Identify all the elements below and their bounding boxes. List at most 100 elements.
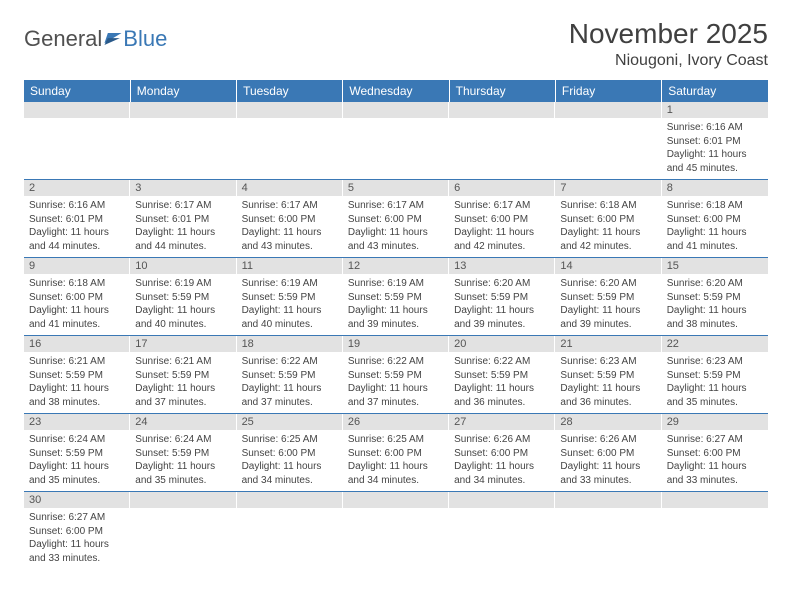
day-body: Sunrise: 6:25 AMSunset: 6:00 PMDaylight:… <box>237 430 343 491</box>
day-number: 26 <box>343 414 449 430</box>
sunset-text: Sunset: 6:00 PM <box>667 213 763 227</box>
calendar-cell: 6Sunrise: 6:17 AMSunset: 6:00 PMDaylight… <box>449 180 555 258</box>
day-number: 12 <box>343 258 449 274</box>
day-number: 22 <box>662 336 768 352</box>
calendar-cell: 14Sunrise: 6:20 AMSunset: 5:59 PMDayligh… <box>555 258 661 336</box>
sunrise-text: Sunrise: 6:27 AM <box>667 433 763 447</box>
day-body: Sunrise: 6:27 AMSunset: 6:00 PMDaylight:… <box>662 430 768 491</box>
calendar-cell <box>130 102 236 180</box>
day-number: 15 <box>662 258 768 274</box>
daylight-text: Daylight: 11 hours and 33 minutes. <box>560 460 656 487</box>
day-body: Sunrise: 6:22 AMSunset: 5:59 PMDaylight:… <box>449 352 555 413</box>
daylight-text: Daylight: 11 hours and 42 minutes. <box>560 226 656 253</box>
sunset-text: Sunset: 5:59 PM <box>29 369 125 383</box>
day-body-empty <box>555 118 661 168</box>
sunrise-text: Sunrise: 6:20 AM <box>454 277 550 291</box>
day-number: 11 <box>237 258 343 274</box>
day-number-empty <box>24 102 130 118</box>
weekday-header: Wednesday <box>343 80 449 102</box>
day-number: 5 <box>343 180 449 196</box>
calendar-cell: 3Sunrise: 6:17 AMSunset: 6:01 PMDaylight… <box>130 180 236 258</box>
calendar-cell: 5Sunrise: 6:17 AMSunset: 6:00 PMDaylight… <box>343 180 449 258</box>
sunrise-text: Sunrise: 6:27 AM <box>29 511 125 525</box>
day-number: 28 <box>555 414 661 430</box>
calendar-cell: 15Sunrise: 6:20 AMSunset: 5:59 PMDayligh… <box>662 258 768 336</box>
day-body: Sunrise: 6:16 AMSunset: 6:01 PMDaylight:… <box>662 118 768 179</box>
day-body: Sunrise: 6:17 AMSunset: 6:01 PMDaylight:… <box>130 196 236 257</box>
day-body-empty <box>662 508 768 558</box>
day-body: Sunrise: 6:19 AMSunset: 5:59 PMDaylight:… <box>130 274 236 335</box>
calendar-cell: 17Sunrise: 6:21 AMSunset: 5:59 PMDayligh… <box>130 336 236 414</box>
day-number: 6 <box>449 180 555 196</box>
day-number: 27 <box>449 414 555 430</box>
day-number-empty <box>130 492 236 508</box>
calendar-cell: 7Sunrise: 6:18 AMSunset: 6:00 PMDaylight… <box>555 180 661 258</box>
calendar-cell: 24Sunrise: 6:24 AMSunset: 5:59 PMDayligh… <box>130 414 236 492</box>
sunset-text: Sunset: 5:59 PM <box>667 369 763 383</box>
day-body: Sunrise: 6:18 AMSunset: 6:00 PMDaylight:… <box>662 196 768 257</box>
day-number-empty <box>343 492 449 508</box>
calendar-cell: 21Sunrise: 6:23 AMSunset: 5:59 PMDayligh… <box>555 336 661 414</box>
sunrise-text: Sunrise: 6:23 AM <box>560 355 656 369</box>
daylight-text: Daylight: 11 hours and 43 minutes. <box>348 226 444 253</box>
day-body: Sunrise: 6:27 AMSunset: 6:00 PMDaylight:… <box>24 508 130 569</box>
weekday-header: Monday <box>130 80 236 102</box>
sunrise-text: Sunrise: 6:18 AM <box>667 199 763 213</box>
day-body: Sunrise: 6:18 AMSunset: 6:00 PMDaylight:… <box>555 196 661 257</box>
calendar-cell: 27Sunrise: 6:26 AMSunset: 6:00 PMDayligh… <box>449 414 555 492</box>
day-body: Sunrise: 6:17 AMSunset: 6:00 PMDaylight:… <box>343 196 449 257</box>
day-body-empty <box>237 508 343 558</box>
daylight-text: Daylight: 11 hours and 34 minutes. <box>348 460 444 487</box>
day-body: Sunrise: 6:20 AMSunset: 5:59 PMDaylight:… <box>662 274 768 335</box>
calendar-cell: 19Sunrise: 6:22 AMSunset: 5:59 PMDayligh… <box>343 336 449 414</box>
sunrise-text: Sunrise: 6:19 AM <box>135 277 231 291</box>
day-number: 10 <box>130 258 236 274</box>
day-body-empty <box>555 508 661 558</box>
day-body: Sunrise: 6:26 AMSunset: 6:00 PMDaylight:… <box>449 430 555 491</box>
calendar-cell <box>237 492 343 570</box>
calendar-cell: 30Sunrise: 6:27 AMSunset: 6:00 PMDayligh… <box>24 492 130 570</box>
day-body: Sunrise: 6:20 AMSunset: 5:59 PMDaylight:… <box>555 274 661 335</box>
weekday-header: Friday <box>555 80 661 102</box>
day-body: Sunrise: 6:20 AMSunset: 5:59 PMDaylight:… <box>449 274 555 335</box>
sunset-text: Sunset: 5:59 PM <box>135 447 231 461</box>
sunrise-text: Sunrise: 6:17 AM <box>135 199 231 213</box>
calendar-cell: 2Sunrise: 6:16 AMSunset: 6:01 PMDaylight… <box>24 180 130 258</box>
day-number-empty <box>130 102 236 118</box>
daylight-text: Daylight: 11 hours and 39 minutes. <box>348 304 444 331</box>
day-body: Sunrise: 6:21 AMSunset: 5:59 PMDaylight:… <box>24 352 130 413</box>
sunset-text: Sunset: 6:00 PM <box>242 213 338 227</box>
day-number: 7 <box>555 180 661 196</box>
calendar-cell <box>555 492 661 570</box>
flag-icon <box>104 33 122 45</box>
sunrise-text: Sunrise: 6:21 AM <box>29 355 125 369</box>
sunrise-text: Sunrise: 6:17 AM <box>348 199 444 213</box>
daylight-text: Daylight: 11 hours and 39 minutes. <box>560 304 656 331</box>
calendar-cell <box>555 102 661 180</box>
day-body-empty <box>449 118 555 168</box>
calendar-body: 1Sunrise: 6:16 AMSunset: 6:01 PMDaylight… <box>24 102 768 569</box>
daylight-text: Daylight: 11 hours and 34 minutes. <box>454 460 550 487</box>
weekday-header: Tuesday <box>237 80 343 102</box>
day-number: 2 <box>24 180 130 196</box>
sunset-text: Sunset: 5:59 PM <box>560 369 656 383</box>
sunset-text: Sunset: 6:00 PM <box>560 213 656 227</box>
sunset-text: Sunset: 6:00 PM <box>348 447 444 461</box>
calendar-table: Sunday Monday Tuesday Wednesday Thursday… <box>24 80 768 569</box>
day-number-empty <box>237 492 343 508</box>
day-number: 18 <box>237 336 343 352</box>
sunset-text: Sunset: 5:59 PM <box>560 291 656 305</box>
logo: General Blue <box>24 26 167 52</box>
daylight-text: Daylight: 11 hours and 44 minutes. <box>29 226 125 253</box>
day-number: 4 <box>237 180 343 196</box>
day-body: Sunrise: 6:25 AMSunset: 6:00 PMDaylight:… <box>343 430 449 491</box>
day-number: 14 <box>555 258 661 274</box>
page-title: November 2025 <box>569 18 768 50</box>
sunrise-text: Sunrise: 6:18 AM <box>560 199 656 213</box>
sunrise-text: Sunrise: 6:19 AM <box>242 277 338 291</box>
calendar-cell: 16Sunrise: 6:21 AMSunset: 5:59 PMDayligh… <box>24 336 130 414</box>
logo-text-general: General <box>24 26 102 52</box>
day-number-empty <box>555 492 661 508</box>
daylight-text: Daylight: 11 hours and 43 minutes. <box>242 226 338 253</box>
sunrise-text: Sunrise: 6:24 AM <box>135 433 231 447</box>
